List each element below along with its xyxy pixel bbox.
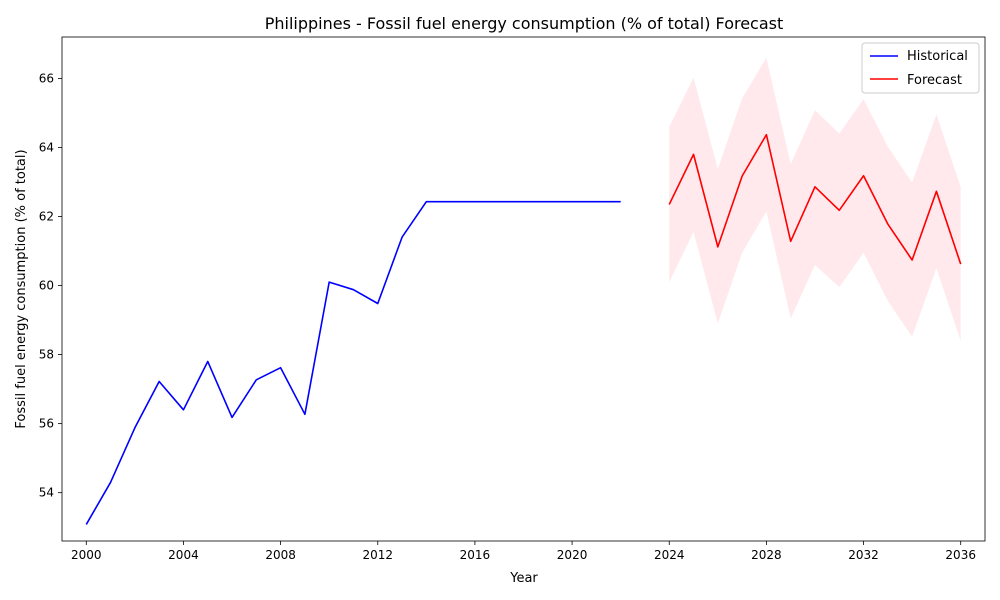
historical-series-line [85,200,621,525]
x-tick-label: 2016 [460,548,491,562]
x-tick-label: 2012 [362,548,393,562]
y-tick-label: 58 [39,348,54,362]
y-tick-label: 60 [39,279,54,293]
y-axis-label: Fossil fuel energy consumption (% of tot… [14,149,29,428]
y-tick-label: 56 [39,417,54,431]
x-tick-label: 2028 [751,548,782,562]
x-tick-label: 2032 [848,548,879,562]
plot-frame [61,36,986,542]
forecast-series-line [668,133,962,265]
legend: Historical Forecast [861,42,980,94]
y-tick-label: 54 [39,486,54,500]
y-tick-label: 64 [39,140,54,154]
x-tick-label: 2020 [557,548,588,562]
x-tick-label: 2036 [945,548,976,562]
x-tick-label: 2000 [71,548,102,562]
y-axis: 54 56 58 60 62 64 66 [39,71,62,500]
x-tick-label: 2024 [654,548,685,562]
forecast-confidence-band [669,57,961,341]
x-tick-label: 2008 [265,548,296,562]
y-tick-label: 66 [39,71,54,85]
legend-historical-label: Historical [907,49,968,64]
x-tick-label: 2004 [168,548,199,562]
x-axis: 2000 2004 2008 2012 2016 2020 2024 2028 2032 2036 [71,541,976,562]
plot-area [85,57,962,525]
y-tick-label: 62 [39,210,54,224]
chart-title: Philippines - Fossil fuel energy consump… [265,14,784,33]
legend-forecast-label: Forecast [907,73,962,88]
x-axis-label: Year [509,571,538,586]
